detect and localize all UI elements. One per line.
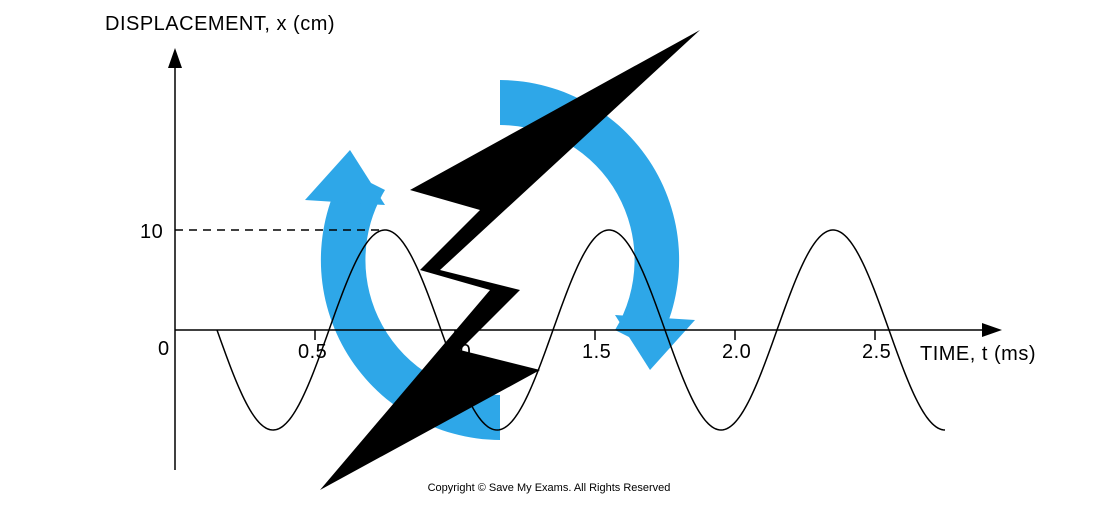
x-axis-arrow-icon xyxy=(982,323,1002,337)
chart-svg: DISPLACEMENT, x (cm) TIME, t (ms) 0 10 0… xyxy=(0,0,1098,512)
watermark-logo xyxy=(305,30,700,490)
copyright-text: Copyright © Save My Exams. All Rights Re… xyxy=(0,482,1098,494)
x-tick-1-5: 1.5 xyxy=(582,341,611,363)
x-tick-2-0: 2.0 xyxy=(722,341,751,363)
watermark-circle-arrow-2 xyxy=(305,150,385,205)
origin-label: 0 xyxy=(158,338,170,360)
x-ticks xyxy=(315,330,875,340)
y-axis-arrow-icon xyxy=(168,48,182,68)
x-tick-1-0: 1.0 xyxy=(442,341,471,363)
y-axis-label: DISPLACEMENT, x (cm) xyxy=(105,13,335,35)
watermark-circle-arrow-1 xyxy=(615,315,695,370)
x-axis-label: TIME, t (ms) xyxy=(920,343,1036,365)
chart-container: DISPLACEMENT, x (cm) TIME, t (ms) 0 10 0… xyxy=(0,0,1098,512)
x-tick-0-5: 0.5 xyxy=(298,341,327,363)
x-tick-2-5: 2.5 xyxy=(862,341,891,363)
y-tick-10: 10 xyxy=(140,221,163,243)
